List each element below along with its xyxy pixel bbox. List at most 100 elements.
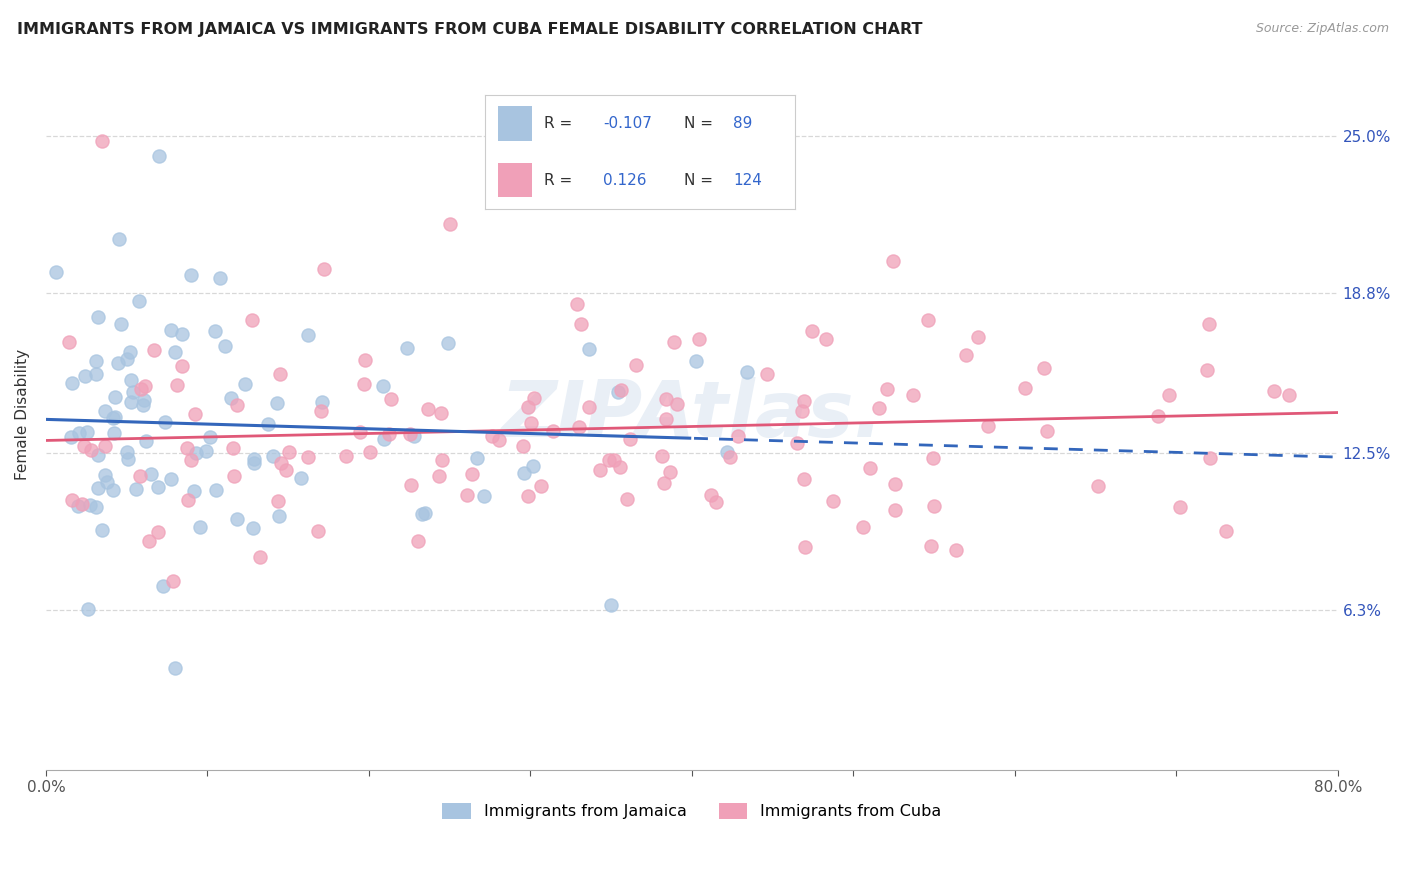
Point <box>523 391 546 405</box>
Point <box>517 401 540 415</box>
Point <box>131 383 153 397</box>
Point <box>967 329 990 343</box>
Point <box>616 491 638 506</box>
Point <box>94 468 117 483</box>
Point <box>427 469 450 483</box>
Text: ZIPAtlas.: ZIPAtlas. <box>501 376 883 452</box>
Point <box>1278 388 1301 402</box>
Point <box>598 452 620 467</box>
Point <box>60 376 83 390</box>
Point <box>219 392 242 406</box>
Point <box>132 393 155 408</box>
Point <box>1198 450 1220 465</box>
Point <box>166 378 188 392</box>
Point <box>84 367 107 381</box>
Point <box>373 432 395 446</box>
Point <box>432 453 454 467</box>
Point <box>716 445 738 459</box>
Legend: Immigrants from Jamaica, Immigrants from Cuba: Immigrants from Jamaica, Immigrants from… <box>436 797 948 826</box>
Point <box>79 499 101 513</box>
Point <box>727 429 749 443</box>
Point <box>655 392 678 407</box>
Point <box>160 323 183 337</box>
Point <box>569 318 592 332</box>
Point <box>883 502 905 516</box>
Point <box>84 500 107 515</box>
Point <box>129 468 152 483</box>
Point <box>1087 479 1109 493</box>
Point <box>411 508 433 522</box>
Point <box>1263 384 1285 398</box>
Point <box>101 483 124 498</box>
Point <box>180 268 202 282</box>
Point <box>353 376 375 391</box>
Point <box>152 579 174 593</box>
Point <box>882 254 904 268</box>
Point <box>214 339 236 353</box>
Point <box>87 448 110 462</box>
Point <box>793 540 815 554</box>
Point <box>176 441 198 455</box>
Point <box>408 534 430 549</box>
Point <box>72 497 94 511</box>
Point <box>208 271 231 285</box>
Point <box>1035 424 1057 438</box>
Point <box>530 478 553 492</box>
Point <box>309 404 332 418</box>
Point <box>60 493 83 508</box>
Y-axis label: Female Disability: Female Disability <box>15 349 30 480</box>
Point <box>565 297 588 311</box>
Point <box>924 499 946 513</box>
Point <box>876 382 898 396</box>
Text: IMMIGRANTS FROM JAMAICA VS IMMIGRANTS FROM CUBA FEMALE DISABILITY CORRELATION CH: IMMIGRANTS FROM JAMAICA VS IMMIGRANTS FR… <box>17 22 922 37</box>
Point <box>184 407 207 421</box>
Point <box>45 265 67 279</box>
Point <box>945 542 967 557</box>
Point <box>177 492 200 507</box>
Point <box>354 352 377 367</box>
Point <box>755 367 778 381</box>
Point <box>67 426 90 441</box>
Point <box>685 353 707 368</box>
Point <box>481 429 503 443</box>
Point <box>359 445 381 459</box>
Point <box>852 519 875 533</box>
Point <box>188 519 211 533</box>
Point <box>155 416 177 430</box>
Point <box>148 149 170 163</box>
Point <box>131 398 153 412</box>
Point <box>312 262 335 277</box>
Point <box>242 521 264 535</box>
Point <box>517 489 540 503</box>
Point <box>380 392 402 406</box>
Point <box>472 489 495 503</box>
Point <box>269 368 291 382</box>
Point <box>180 452 202 467</box>
Point <box>184 446 207 460</box>
Point <box>955 348 977 362</box>
Point <box>110 318 132 332</box>
Point <box>512 466 534 480</box>
Point <box>204 483 226 497</box>
Point <box>297 328 319 343</box>
Point <box>488 433 510 447</box>
Point <box>619 432 641 446</box>
Point <box>160 472 183 486</box>
Point <box>165 661 187 675</box>
Point <box>262 449 284 463</box>
Point <box>815 332 838 346</box>
Point <box>204 324 226 338</box>
Point <box>266 396 288 410</box>
Point <box>143 343 166 357</box>
Point <box>883 476 905 491</box>
Point <box>101 410 124 425</box>
Point <box>651 449 673 463</box>
Point <box>270 456 292 470</box>
Point <box>278 445 301 459</box>
Point <box>859 460 882 475</box>
Point <box>183 484 205 499</box>
Point <box>395 341 418 355</box>
Point <box>134 379 156 393</box>
Point <box>66 499 89 513</box>
Point <box>94 439 117 453</box>
